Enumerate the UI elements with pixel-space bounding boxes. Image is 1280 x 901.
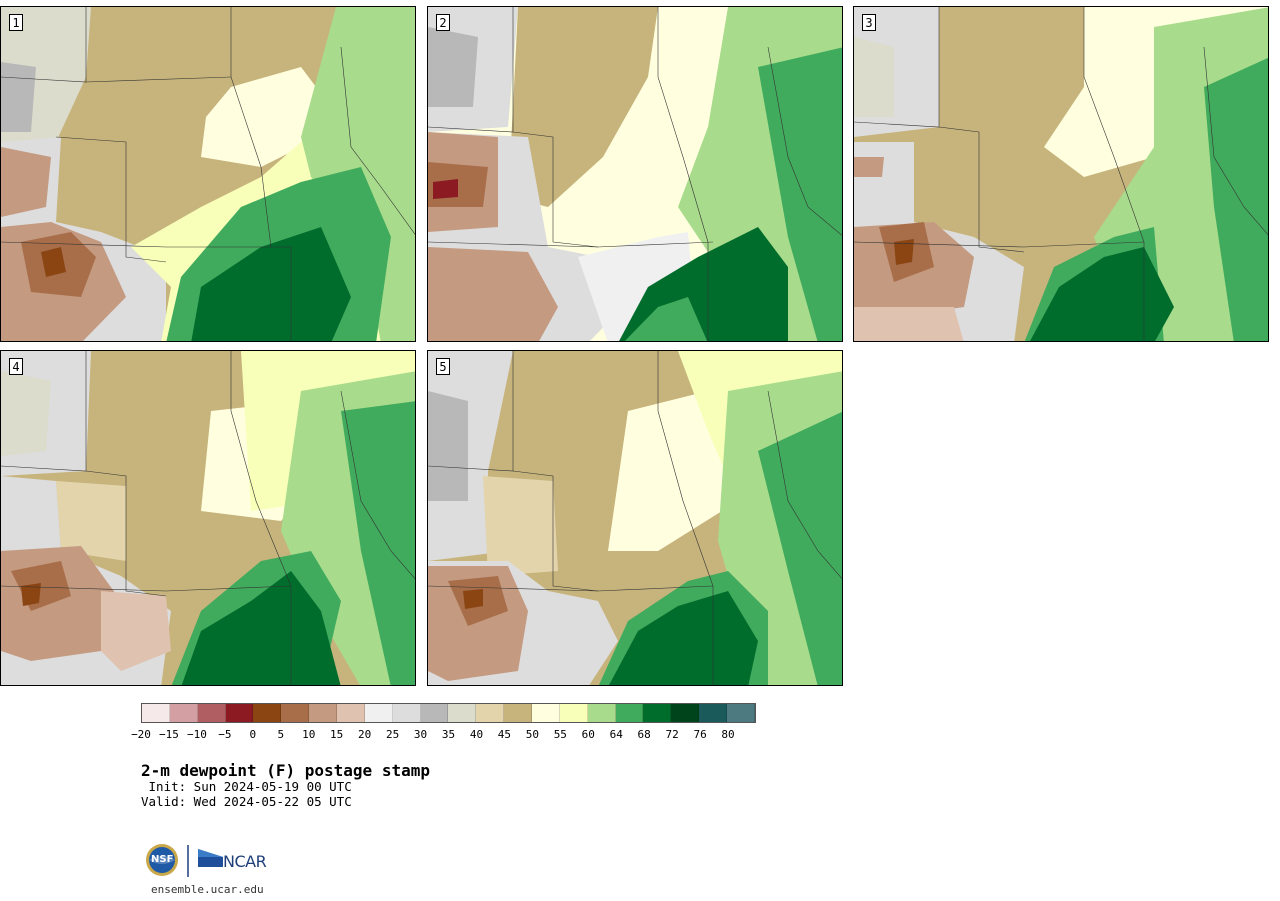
colorbar-tick: 50 [525,728,539,741]
colorbar-swatch [225,704,254,722]
panel-number-label: 3 [862,14,876,31]
colorbar-tick: 68 [637,728,651,741]
colorbar-swatch [532,704,560,722]
init-time: Init: Sun 2024-05-19 00 UTC [141,779,352,794]
colorbar-tick: 64 [609,728,623,741]
panel-number-label: 1 [9,14,23,31]
dewpoint-map-3 [854,7,1268,341]
colorbar-swatch [281,704,310,722]
colorbar-swatch [727,704,755,722]
colorbar-tick: −15 [159,728,179,741]
colorbar-tick: 10 [302,728,316,741]
panel-number-label: 2 [436,14,450,31]
colorbar-tick: −20 [131,728,151,741]
colorbar-tick: 55 [553,728,567,741]
colorbar-tick: −10 [186,728,207,741]
postage-stamp-map-2[interactable]: 2 [427,6,843,342]
colorbar-tick: 5 [277,728,285,741]
colorbar-tick: 76 [693,728,707,741]
colorbar-tick: 45 [497,728,512,741]
colorbar-swatch [448,704,477,722]
colorbar-swatch [559,704,588,722]
colorbar-tick: 0 [249,728,257,741]
dewpoint-colorbar [141,703,756,723]
ncar-text: NCAR [223,852,267,871]
nsf-ncar-logo[interactable]: NSF NCAR [145,843,275,879]
colorbar-swatch [504,704,533,722]
colorbar-tick: 20 [358,728,372,741]
colorbar-swatch [197,704,226,722]
colorbar-swatch [615,704,644,722]
postage-stamp-map-1[interactable]: 1 [0,6,416,342]
dewpoint-map-2 [428,7,842,341]
colorbar-tick: 72 [665,728,679,741]
colorbar-swatch [476,704,505,722]
colorbar-tick: 60 [581,728,595,741]
colorbar-swatch [587,704,616,722]
dewpoint-map-4 [1,351,415,685]
colorbar-swatch [364,704,393,722]
colorbar-swatch [671,704,700,722]
postage-stamp-map-3[interactable]: 3 [853,6,1269,342]
dewpoint-map-1 [1,7,415,341]
dewpoint-map-5 [428,351,842,685]
postage-stamp-map-4[interactable]: 4 [0,350,416,686]
colorbar-swatch [309,704,338,722]
valid-time: Valid: Wed 2024-05-22 05 UTC [141,794,352,809]
colorbar-tick: 35 [441,728,456,741]
colorbar-swatch [392,704,421,722]
colorbar-swatch [643,704,672,722]
panel-number-label: 5 [436,358,450,375]
website-link[interactable]: ensemble.ucar.edu [151,883,264,896]
postage-stamp-map-5[interactable]: 5 [427,350,843,686]
colorbar-tick: 80 [721,728,735,741]
colorbar-swatch [699,704,728,722]
nsf-text: NSF [151,854,174,865]
colorbar-tick: 40 [469,728,484,741]
colorbar-swatch [142,704,170,722]
colorbar-tick: 15 [330,728,344,741]
colorbar-swatch [253,704,282,722]
colorbar-tick: 25 [385,728,400,741]
colorbar-tick: −5 [218,728,232,741]
colorbar-tick: 30 [413,728,428,741]
colorbar-swatch [420,704,449,722]
colorbar-swatch [337,704,365,722]
colorbar-tick-labels: −20 −15 −10 −5 0 5 10 15 20 25 30 35 40 45 50 55 60 64 68 7… [131,728,756,742]
map-title: 2-m dewpoint (F) postage stamp [141,761,430,780]
logo-graphic [146,844,223,877]
panel-number-label: 4 [9,358,23,375]
colorbar-swatch [169,704,198,722]
